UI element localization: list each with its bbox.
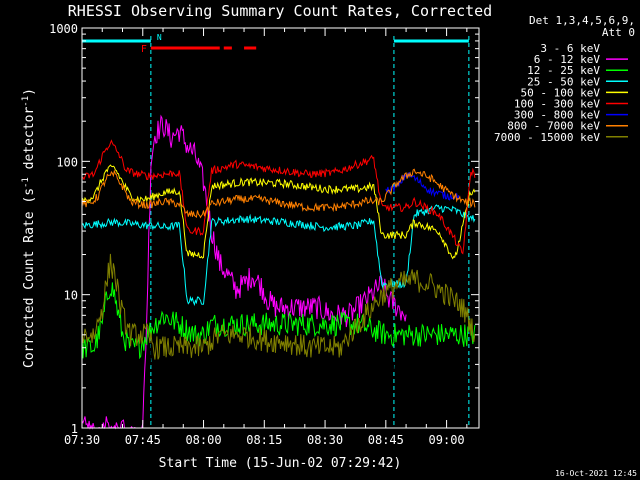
series-line-3 xyxy=(81,282,476,360)
flare-label: F xyxy=(141,44,147,55)
x-tick-label: 07:45 xyxy=(125,433,161,447)
legend-entry-label: 800 - 7000 keV xyxy=(507,120,600,133)
x-axis-label: Start Time (15-Jun-02 07:29:42) xyxy=(159,456,402,471)
x-tick-label: 09:00 xyxy=(429,433,465,447)
legend-header-line2: Att 0 xyxy=(602,26,635,39)
series-line-8 xyxy=(81,168,476,219)
series-line-4 xyxy=(81,204,476,307)
series-line-7 xyxy=(385,172,460,201)
legend-entry-label: 300 - 800 keV xyxy=(514,109,600,122)
legend-entry-label: 3 - 6 keV xyxy=(540,42,600,55)
series-line-5 xyxy=(81,164,476,260)
y-tick-label: 1000 xyxy=(49,22,78,36)
series-line-1 xyxy=(81,118,407,379)
chart-title: RHESSI Observing Summary Count Rates, Co… xyxy=(68,2,492,20)
x-tick-label: 08:45 xyxy=(368,433,404,447)
series-line-6 xyxy=(81,139,476,255)
legend-entry-label: 100 - 300 keV xyxy=(514,98,600,111)
y-tick-label: 10 xyxy=(64,289,78,303)
legend-entry-label: 12 - 25 keV xyxy=(527,64,600,77)
x-tick-label: 08:00 xyxy=(185,433,221,447)
y-tick-label: 100 xyxy=(56,155,78,169)
plot-area: NF xyxy=(81,33,476,430)
legend-entry-label: 50 - 100 keV xyxy=(521,86,601,99)
y-tick-label: 1 xyxy=(71,422,78,436)
series-line-9 xyxy=(81,253,476,360)
legend-header-line1: Det 1,3,4,5,6,9, xyxy=(529,14,635,27)
legend-entry-label: 25 - 50 keV xyxy=(527,75,600,88)
x-tick-label: 07:30 xyxy=(64,433,100,447)
y-axis-label: Corrected Count Rate (s-1 detector-1) xyxy=(21,88,37,368)
x-tick-label: 08:30 xyxy=(307,433,343,447)
legend-entry-label: 6 - 12 keV xyxy=(534,53,601,66)
x-tick-label: 08:15 xyxy=(246,433,282,447)
timestamp: 16-Oct-2021 12:45 xyxy=(555,469,637,478)
legend-entry-label: 7000 - 15000 keV xyxy=(494,131,600,144)
plot-frame xyxy=(81,27,480,429)
night-label: N xyxy=(157,33,162,42)
